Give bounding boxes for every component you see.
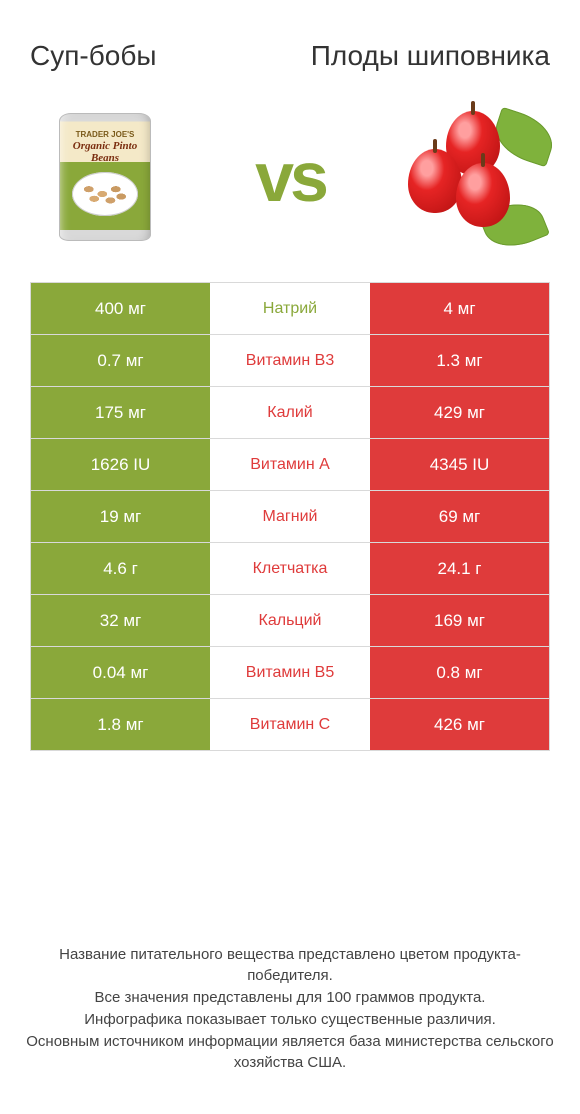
- left-value: 4.6 г: [31, 543, 210, 594]
- beans-illustration: [72, 172, 138, 216]
- table-row: 32 мгКальций169 мг: [31, 594, 549, 646]
- left-value: 1626 IU: [31, 439, 210, 490]
- right-product-title: Плоды шиповника: [310, 40, 550, 72]
- nutrient-name: Витамин B3: [210, 335, 370, 386]
- header: Суп-бобы Плоды шиповника: [0, 0, 580, 82]
- table-row: 4.6 гКлетчатка24.1 г: [31, 542, 549, 594]
- right-value: 429 мг: [370, 387, 549, 438]
- right-value: 169 мг: [370, 595, 549, 646]
- footer-note: Название питательного вещества представл…: [0, 944, 580, 1075]
- right-product-image: [400, 102, 550, 252]
- left-value: 0.7 мг: [31, 335, 210, 386]
- right-value: 1.3 мг: [370, 335, 549, 386]
- footer-line: Все значения представлены для 100 граммо…: [24, 987, 556, 1009]
- left-value: 400 мг: [31, 283, 210, 334]
- table-row: 175 мгКалий429 мг: [31, 386, 549, 438]
- nutrient-name: Клетчатка: [210, 543, 370, 594]
- left-value: 1.8 мг: [31, 699, 210, 750]
- right-value: 24.1 г: [370, 543, 549, 594]
- nutrient-name: Витамин B5: [210, 647, 370, 698]
- can-brand-label: TRADER JOE'S: [60, 130, 150, 139]
- vs-label: vs: [255, 137, 325, 217]
- rosehip-icon: [408, 149, 462, 213]
- nutrient-name: Витамин A: [210, 439, 370, 490]
- right-value: 426 мг: [370, 699, 549, 750]
- right-value: 4 мг: [370, 283, 549, 334]
- left-value: 0.04 мг: [31, 647, 210, 698]
- nutrient-name: Витамин C: [210, 699, 370, 750]
- table-row: 0.04 мгВитамин B50.8 мг: [31, 646, 549, 698]
- footer-line: Инфографика показывает только существенн…: [24, 1009, 556, 1031]
- can-product-label: Organic Pinto Beans: [60, 140, 150, 164]
- image-row: TRADER JOE'S Organic Pinto Beans vs: [0, 82, 580, 282]
- left-value: 32 мг: [31, 595, 210, 646]
- table-row: 0.7 мгВитамин B31.3 мг: [31, 334, 549, 386]
- table-row: 19 мгМагний69 мг: [31, 490, 549, 542]
- rosehips-icon: [400, 107, 550, 247]
- table-row: 1626 IUВитамин A4345 IU: [31, 438, 549, 490]
- left-value: 175 мг: [31, 387, 210, 438]
- footer-line: Основным источником информации является …: [24, 1031, 556, 1075]
- right-value: 69 мг: [370, 491, 549, 542]
- nutrient-name: Кальций: [210, 595, 370, 646]
- nutrient-name: Натрий: [210, 283, 370, 334]
- nutrient-name: Магний: [210, 491, 370, 542]
- beans-can-icon: TRADER JOE'S Organic Pinto Beans: [59, 113, 151, 241]
- right-value: 0.8 мг: [370, 647, 549, 698]
- rosehip-icon: [456, 163, 510, 227]
- nutrient-name: Калий: [210, 387, 370, 438]
- right-value: 4345 IU: [370, 439, 549, 490]
- left-value: 19 мг: [31, 491, 210, 542]
- comparison-table: 400 мгНатрий4 мг0.7 мгВитамин B31.3 мг17…: [30, 282, 550, 751]
- footer-line: Название питательного вещества представл…: [24, 944, 556, 988]
- table-row: 1.8 мгВитамин C426 мг: [31, 698, 549, 750]
- left-product-image: TRADER JOE'S Organic Pinto Beans: [30, 102, 180, 252]
- table-row: 400 мгНатрий4 мг: [31, 282, 549, 334]
- left-product-title: Суп-бобы: [30, 40, 270, 72]
